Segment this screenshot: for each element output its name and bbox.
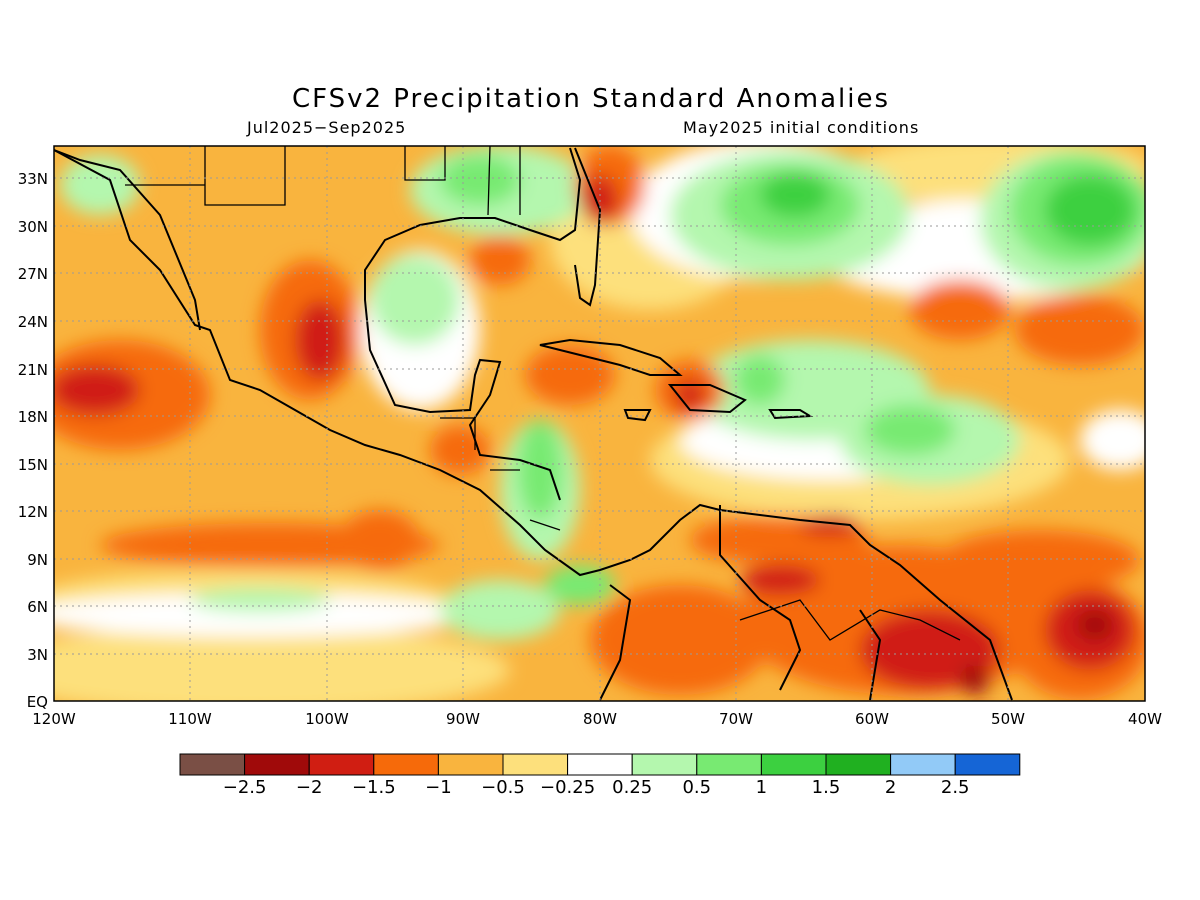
colorbar-swatch: [373, 753, 439, 776]
borders: [125, 146, 961, 641]
lat-label: 6N: [27, 598, 48, 616]
lat-label: 21N: [18, 361, 48, 379]
lon-label: 70W: [719, 710, 753, 728]
colorbar-labels: −2.5 −2 −1.5 −1 −0.5 −0.25 0.25 0.5 1 1.5 2 2.5: [223, 777, 970, 798]
colorbar-swatch: [567, 753, 633, 776]
colorbar-swatch: [760, 753, 827, 776]
initial-conditions: May2025 initial conditions: [683, 118, 920, 137]
lon-label: 80W: [583, 710, 617, 728]
lon-label: 100W: [305, 710, 349, 728]
lon-axis: 120W 110W 100W 90W 80W 70W 60W 50W 40W: [32, 710, 1162, 728]
colorbar-tick-label: 0.5: [682, 777, 711, 798]
colorbar-swatch: [502, 753, 569, 776]
colorbar-tick-label: 2: [885, 777, 896, 798]
coastlines: [54, 147, 1013, 701]
colorbar-tick-label: 0.25: [612, 777, 652, 798]
lon-label: 60W: [855, 710, 889, 728]
lon-label: 120W: [32, 710, 76, 728]
lon-label: 40W: [1128, 710, 1162, 728]
lat-label: 9N: [27, 551, 48, 569]
anomaly-field: [54, 146, 1145, 701]
lat-label: 15N: [18, 456, 48, 474]
map-title: CFSv2 Precipitation Standard Anomalies: [291, 84, 891, 114]
colorbar-tick-label: −0.5: [481, 777, 525, 798]
valid-period: Jul2025−Sep2025: [247, 118, 407, 137]
lat-label: 27N: [18, 265, 48, 283]
lat-label: 30N: [18, 218, 48, 236]
colorbar-swatch: [244, 753, 310, 776]
lat-label: 12N: [18, 503, 48, 521]
colorbar-tick-label: −2.5: [223, 777, 267, 798]
map-frame: [53, 145, 1146, 702]
lat-label: 33N: [18, 170, 48, 188]
colorbar-swatch: [179, 753, 246, 776]
lon-label: 110W: [168, 710, 212, 728]
colorbar-tick-label: −0.25: [540, 777, 595, 798]
colorbar-tick-label: 2.5: [941, 777, 970, 798]
colorbar-swatch: [954, 753, 1021, 776]
colorbar-swatch: [631, 753, 698, 776]
colorbar-tick-label: −2: [296, 777, 323, 798]
colorbar-tick-label: 1.5: [812, 777, 841, 798]
colorbar-swatch: [890, 753, 956, 776]
lat-label: EQ: [27, 693, 48, 711]
colorbar: [179, 753, 1021, 776]
colorbar-tick-label: −1.5: [352, 777, 396, 798]
lat-label: 24N: [18, 313, 48, 331]
lat-axis: 33N 30N 27N 24N 21N 18N 15N 12N 9N 6N 3N…: [18, 170, 48, 711]
grid-lines: [54, 146, 1145, 701]
lon-label: 50W: [991, 710, 1025, 728]
lat-label: 3N: [27, 646, 48, 664]
colorbar-swatch: [696, 753, 762, 776]
lon-label: 90W: [446, 710, 480, 728]
colorbar-swatch: [308, 753, 375, 776]
colorbar-swatch: [437, 753, 504, 776]
colorbar-tick-label: −1: [425, 777, 452, 798]
lat-label: 18N: [18, 408, 48, 426]
colorbar-tick-label: 1: [756, 777, 767, 798]
colorbar-swatch: [825, 753, 892, 776]
